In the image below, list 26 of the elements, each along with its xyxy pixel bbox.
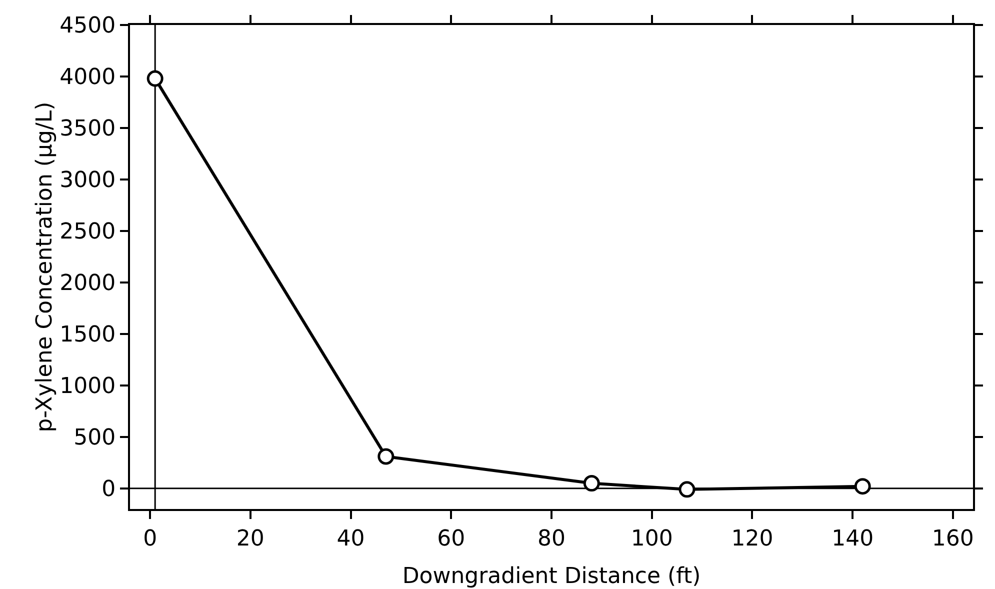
point [678, 481, 696, 498]
point [146, 70, 164, 87]
point [854, 478, 871, 495]
x-tick-label: 100 [630, 526, 673, 552]
x-tick-label: 40 [336, 526, 365, 552]
x-tick-label: 120 [731, 526, 774, 552]
y-axis-title: p-Xylene Concentration (µg/L) [32, 102, 58, 432]
x-axis-title: Downgradient Distance (ft) [402, 564, 701, 589]
y-tick-label: 1500 [60, 322, 116, 348]
point [583, 475, 600, 492]
x-tick-label: 20 [236, 526, 264, 552]
y-tick-label: 2500 [60, 220, 116, 245]
y-tick-label: 0 [102, 477, 116, 502]
point [378, 448, 394, 465]
y-tick-label: 2000 [60, 271, 116, 296]
x-tick-label: 140 [832, 526, 874, 552]
y-tick-label: 3500 [60, 116, 116, 142]
y-tick-label: 3000 [60, 168, 116, 194]
x-tick-label: 0 [143, 526, 158, 552]
y-tick-label: 1000 [60, 374, 116, 400]
y-tick-label: 500 [74, 426, 116, 451]
y-tick-label: 4000 [60, 65, 116, 90]
y-tick-label: 4500 [60, 14, 116, 39]
x-tick-label: 60 [437, 526, 466, 552]
x-tick-label: 160 [932, 526, 974, 552]
x-tick-label: 80 [538, 526, 566, 552]
